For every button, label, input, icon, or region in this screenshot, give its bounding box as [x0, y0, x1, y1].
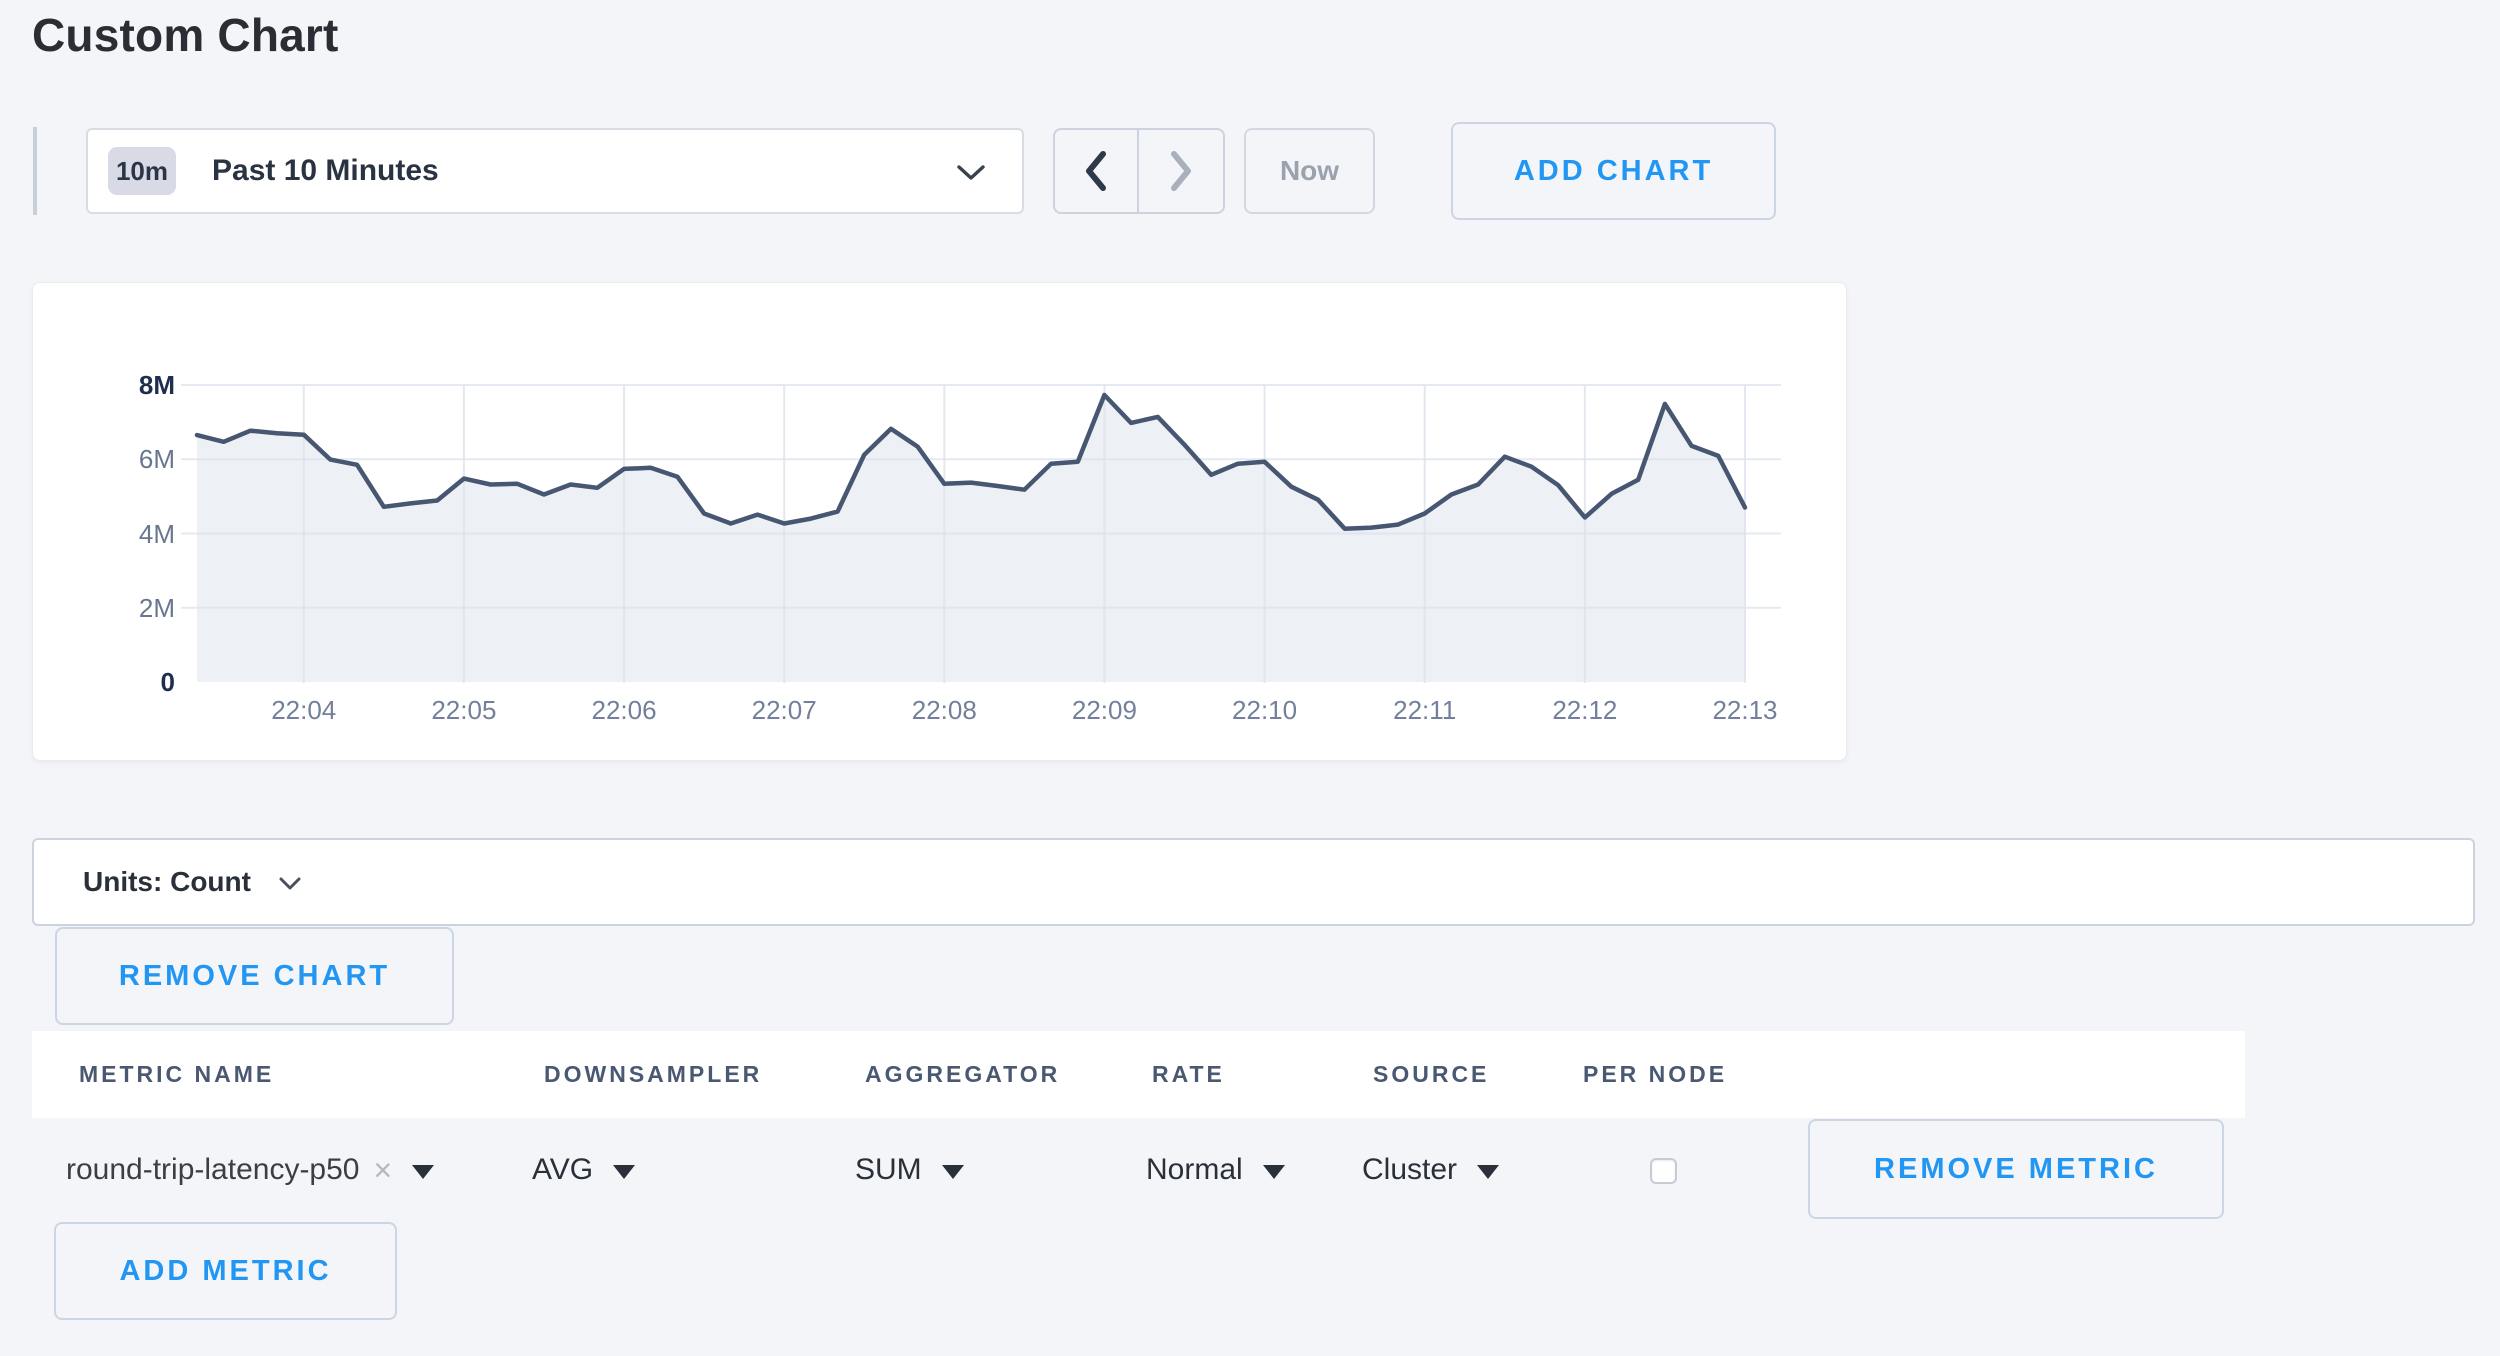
- caret-down-icon: [941, 1165, 964, 1179]
- add-metric-button[interactable]: ADD METRIC: [54, 1222, 397, 1320]
- x-axis-tick: 22:07: [751, 695, 817, 725]
- x-axis-tick: 22:06: [591, 695, 657, 725]
- x-axis-tick: 22:11: [1393, 695, 1457, 725]
- time-window-label: Past 10 Minutes: [212, 154, 439, 187]
- aggregator-select[interactable]: SUM: [855, 1140, 964, 1200]
- column-header-per-node: PER NODE: [1583, 1061, 1728, 1087]
- metric-name-value: round-trip-latency-p50: [66, 1153, 360, 1186]
- caret-down-icon: [1477, 1165, 1500, 1179]
- downsampler-value: AVG: [532, 1153, 594, 1186]
- chevron-down-icon: [956, 164, 986, 182]
- x-axis-tick: 22:12: [1552, 695, 1618, 725]
- time-window-badge: 10m: [108, 147, 176, 195]
- x-axis-tick: 22:13: [1712, 695, 1778, 725]
- aggregator-value: SUM: [855, 1153, 922, 1186]
- x-axis-tick: 22:09: [1071, 695, 1137, 725]
- time-range-dropdown[interactable]: 10m Past 10 Minutes: [86, 128, 1024, 214]
- y-axis-tick: 6M: [138, 444, 175, 475]
- y-axis-tick: 0: [160, 667, 175, 697]
- next-interval-button[interactable]: [1139, 130, 1223, 212]
- column-header-metric-name: METRIC NAME: [79, 1061, 275, 1087]
- column-header-downsampler: DOWNSAMPLER: [544, 1061, 763, 1087]
- toolbar-divider: [33, 127, 37, 215]
- downsampler-select[interactable]: AVG: [532, 1140, 636, 1200]
- caret-down-icon: [1262, 1165, 1285, 1179]
- x-axis-tick: 22:08: [911, 695, 977, 725]
- remove-chart-button[interactable]: REMOVE CHART: [55, 927, 454, 1025]
- chevron-down-icon: [279, 877, 301, 891]
- x-axis-tick: 22:10: [1232, 695, 1298, 725]
- per-node-checkbox[interactable]: [1650, 1158, 1677, 1184]
- x-axis-tick: 22:04: [271, 695, 337, 725]
- chevron-left-icon: [1082, 149, 1110, 193]
- units-label: Units: Count: [83, 866, 251, 897]
- y-axis-tick: 4M: [138, 518, 175, 549]
- now-button[interactable]: Now: [1244, 128, 1375, 214]
- caret-down-icon: [412, 1165, 435, 1179]
- column-header-aggregator: AGGREGATOR: [865, 1061, 1061, 1087]
- page-title: Custom Chart: [32, 9, 339, 61]
- timeseries-chart[interactable]: [33, 283, 1846, 760]
- rate-select[interactable]: Normal: [1146, 1140, 1285, 1200]
- y-axis-tick: 8M: [138, 370, 175, 400]
- source-value: Cluster: [1362, 1153, 1458, 1186]
- metrics-table-header: METRIC NAME DOWNSAMPLER AGGREGATOR RATE …: [32, 1031, 2245, 1118]
- rate-value: Normal: [1146, 1153, 1243, 1186]
- units-dropdown[interactable]: Units: Count: [32, 838, 2475, 926]
- caret-down-icon: [613, 1165, 636, 1179]
- column-header-rate: RATE: [1152, 1061, 1225, 1087]
- chart-card: 0 2M 4M 6M 8M 22:04 22:05 22:06 22:07 22:08 22:09…: [32, 282, 1847, 761]
- time-step-button-group: [1053, 128, 1225, 214]
- previous-interval-button[interactable]: [1055, 130, 1139, 212]
- metric-name-select[interactable]: round-trip-latency-p50 ×: [66, 1140, 435, 1200]
- chevron-right-icon: [1167, 149, 1195, 193]
- y-axis-tick: 2M: [138, 592, 175, 623]
- close-icon[interactable]: ×: [373, 1151, 393, 1188]
- column-header-source: SOURCE: [1373, 1061, 1490, 1087]
- source-select[interactable]: Cluster: [1362, 1140, 1500, 1200]
- remove-metric-button[interactable]: REMOVE METRIC: [1808, 1119, 2224, 1219]
- add-chart-button[interactable]: ADD CHART: [1451, 122, 1776, 220]
- x-axis-tick: 22:05: [431, 695, 497, 725]
